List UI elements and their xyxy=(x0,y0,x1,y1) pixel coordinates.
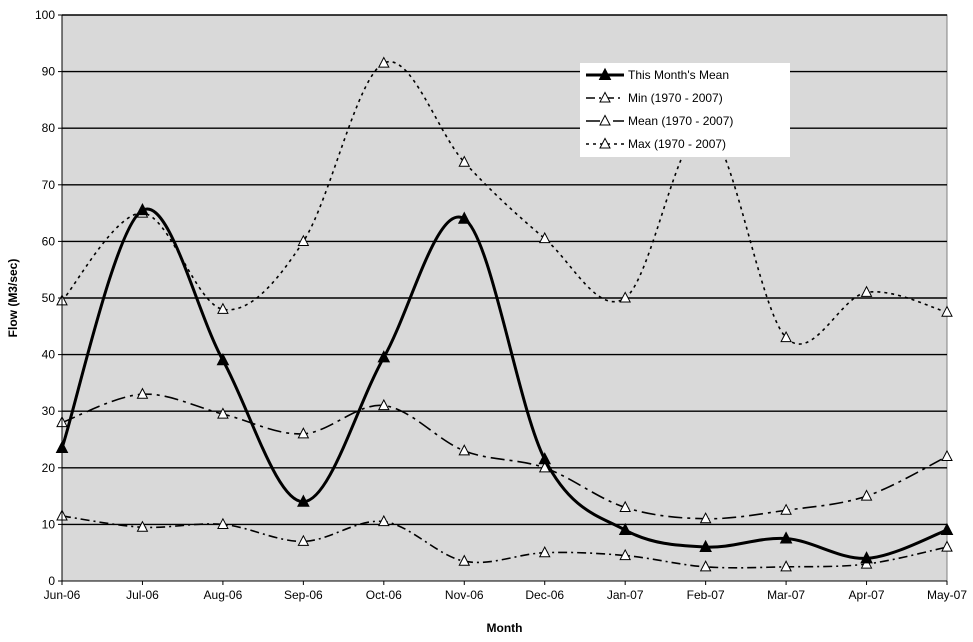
data-point xyxy=(941,540,953,552)
legend-label: Mean (1970 - 2007) xyxy=(628,114,733,128)
x-tick-label: Aug-06 xyxy=(204,588,243,602)
data-point xyxy=(780,330,792,343)
y-tick-label: 0 xyxy=(48,574,55,588)
data-point xyxy=(941,449,953,462)
data-point xyxy=(619,548,632,561)
legend-label: Max (1970 - 2007) xyxy=(628,137,726,151)
data-point xyxy=(860,489,873,501)
y-axis-title: Flow (M3/sec) xyxy=(6,259,20,338)
data-point xyxy=(619,500,632,512)
gridlines xyxy=(62,14,947,526)
data-point xyxy=(779,531,793,544)
data-point xyxy=(217,517,229,529)
x-tick-label: May-07 xyxy=(927,588,967,602)
data-point xyxy=(458,444,471,456)
data-point xyxy=(136,520,149,532)
data-point xyxy=(618,522,632,536)
x-tick-label: Jan-07 xyxy=(607,588,644,602)
data-point xyxy=(699,539,712,552)
legend-marker xyxy=(599,114,611,126)
data-point xyxy=(940,522,954,536)
legend-marker xyxy=(599,137,611,149)
data-point xyxy=(377,514,390,527)
legend-label: Min (1970 - 2007) xyxy=(628,91,723,105)
data-point xyxy=(538,452,552,465)
data-point xyxy=(538,546,551,558)
data-point xyxy=(619,291,632,303)
data-point xyxy=(297,234,310,246)
series-lines xyxy=(60,60,948,569)
data-point xyxy=(538,461,551,473)
y-tick-label: 60 xyxy=(42,234,56,248)
data-point xyxy=(136,387,149,399)
y-tick-label: 30 xyxy=(42,404,56,418)
y-tick-label: 80 xyxy=(42,121,56,135)
legend-marker xyxy=(599,91,611,103)
axes: 0 10 20 30 40 50 60 70 80 90 100 Jun-06 Jul-06 Aug-06… xyxy=(35,8,967,602)
series-line xyxy=(61,515,948,569)
y-tick-label: 20 xyxy=(42,461,56,475)
data-point xyxy=(780,560,792,572)
data-point xyxy=(297,494,310,507)
data-point xyxy=(136,203,149,216)
x-tick-label: Nov-06 xyxy=(445,588,484,602)
data-point xyxy=(941,305,953,317)
data-point xyxy=(297,534,310,546)
series-line xyxy=(60,207,948,560)
data-point xyxy=(297,427,310,439)
x-axis-title: Month xyxy=(487,621,523,635)
data-point xyxy=(377,350,391,363)
x-tick-label: Feb-07 xyxy=(687,588,725,602)
data-point xyxy=(217,302,229,314)
series-line xyxy=(61,393,948,520)
data-point xyxy=(217,407,229,419)
data-point xyxy=(377,56,390,68)
x-tick-label: Mar-07 xyxy=(767,588,805,602)
x-tick-label: Oct-06 xyxy=(366,588,402,602)
data-point xyxy=(780,503,792,515)
data-point xyxy=(699,560,712,572)
x-tick-label: Sep-06 xyxy=(284,588,323,602)
data-point xyxy=(216,353,230,366)
data-point xyxy=(699,512,712,524)
data-point xyxy=(458,155,471,167)
legend-marker xyxy=(598,67,612,80)
y-tick-label: 100 xyxy=(35,8,55,22)
series-markers xyxy=(55,56,954,572)
y-tick-label: 40 xyxy=(42,348,56,362)
y-tick-label: 70 xyxy=(42,178,56,192)
data-point xyxy=(377,398,390,411)
data-point xyxy=(860,285,873,297)
x-tick-label: Jun-06 xyxy=(44,588,81,602)
x-tick-label: Dec-06 xyxy=(525,588,564,602)
x-tick-label: Apr-07 xyxy=(849,588,885,602)
legend-box xyxy=(580,63,790,157)
legend: This Month's Mean Min (1970 - 2007) Mean (… xyxy=(580,63,790,157)
data-point xyxy=(538,231,551,244)
data-point xyxy=(860,551,873,564)
x-tick-label: Jul-06 xyxy=(126,588,159,602)
y-tick-label: 10 xyxy=(42,517,56,531)
y-tick-label: 90 xyxy=(42,65,56,79)
data-point xyxy=(458,554,471,566)
legend-label: This Month's Mean xyxy=(628,68,729,82)
y-tick-label: 50 xyxy=(42,291,56,305)
data-point xyxy=(457,211,471,224)
